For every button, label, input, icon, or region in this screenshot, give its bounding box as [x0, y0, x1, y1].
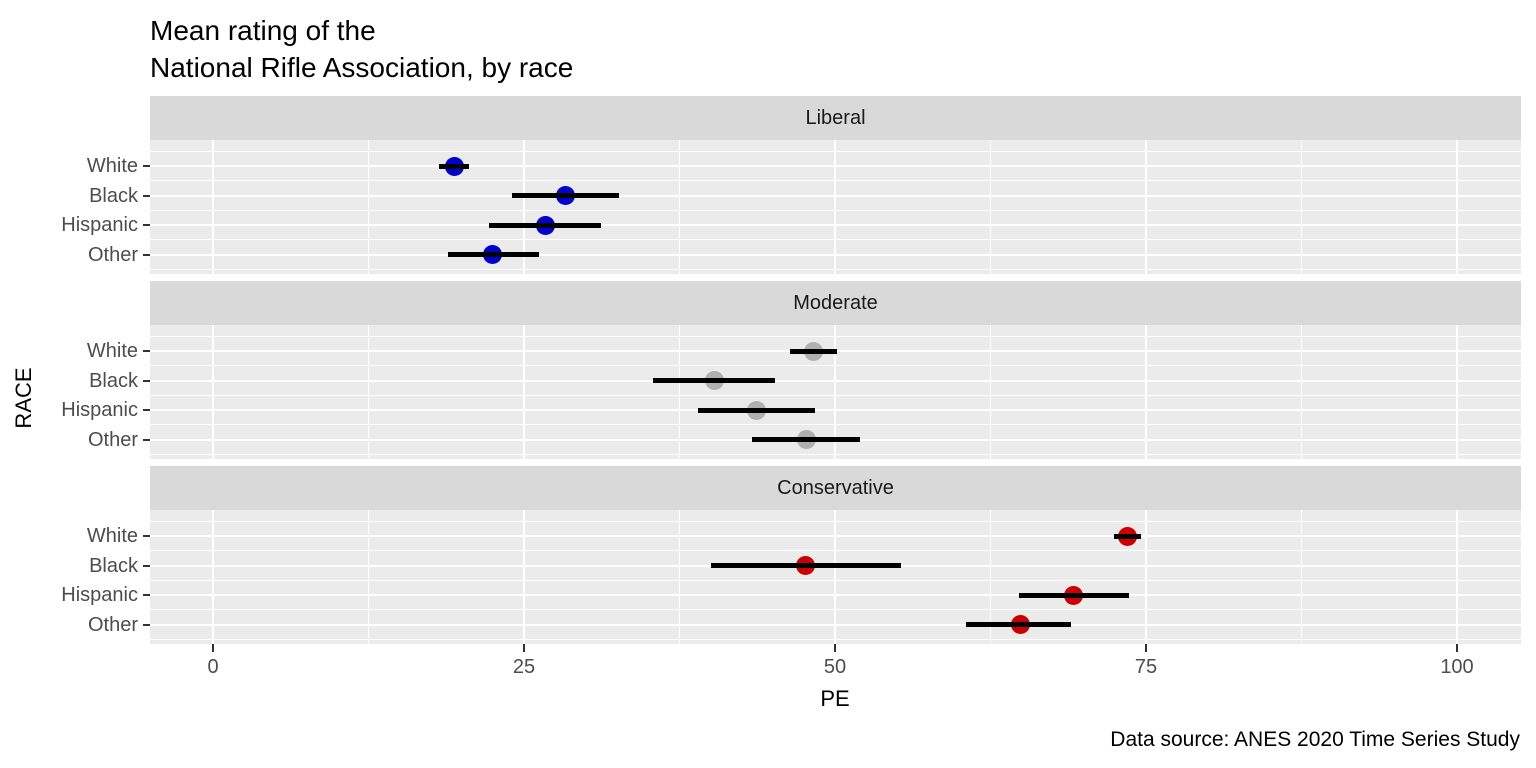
gridline-minor-x — [1301, 510, 1302, 644]
error-bar-moderate-other — [751, 437, 860, 442]
y-tick-mark — [143, 194, 150, 197]
gridline-major-x — [1456, 510, 1458, 644]
error-bar-liberal-black — [511, 193, 619, 198]
x-tick-label-25: 25 — [512, 656, 536, 678]
y-tick-label-hispanic: Hispanic — [61, 584, 138, 606]
gridline-major-y — [150, 594, 1521, 596]
gridline-minor-x — [1301, 325, 1302, 459]
y-tick-mark — [143, 564, 150, 567]
facet-panel-conservative — [150, 510, 1521, 644]
error-bar-moderate-black — [653, 378, 776, 383]
gridline-minor-x — [368, 140, 369, 274]
gridline-minor-x — [990, 510, 991, 644]
gridline-major-x — [1145, 325, 1147, 459]
facet-strip-label-liberal: Liberal — [805, 106, 866, 129]
gridline-major-x — [834, 325, 836, 459]
x-tick-label-0: 0 — [207, 656, 219, 678]
y-tick-label-other: Other — [87, 243, 138, 266]
gridline-major-x — [212, 140, 214, 274]
gridline-major-y — [150, 535, 1521, 537]
x-tick-label-100: 100 — [1440, 656, 1474, 678]
gridline-major-x — [834, 510, 836, 644]
facet-strip-label-conservative: Conservative — [777, 476, 894, 499]
y-tick-label-hispanic: Hispanic — [61, 214, 138, 236]
y-tick-label-other: Other — [87, 428, 138, 451]
gridline-minor-x — [990, 140, 991, 274]
facet-strip-conservative: Conservative — [150, 466, 1521, 510]
caption: Data source: ANES 2020 Time Series Study — [1110, 728, 1520, 751]
y-tick-mark — [143, 350, 150, 352]
gridline-major-y — [150, 224, 1521, 226]
facet-panel-moderate — [150, 325, 1521, 459]
error-bar-conservative-black — [710, 563, 901, 568]
gridline-major-x — [523, 140, 525, 274]
error-bar-conservative-hispanic — [1019, 592, 1129, 598]
gridline-major-y — [150, 409, 1521, 411]
error-bar-liberal-hispanic — [489, 222, 602, 228]
gridline-minor-x — [368, 325, 369, 459]
facet-panel-liberal — [150, 140, 1521, 274]
x-tick-mark — [1456, 644, 1458, 652]
facet-strip-moderate: Moderate — [150, 281, 1521, 325]
facet-strip-liberal: Liberal — [150, 96, 1521, 140]
gridline-major-y — [150, 165, 1521, 167]
gridline-minor-x — [990, 325, 991, 459]
y-tick-mark — [143, 379, 150, 382]
gridline-major-x — [834, 140, 836, 274]
x-tick-mark — [1145, 644, 1147, 652]
error-bar-conservative-white — [1113, 533, 1141, 539]
gridline-minor-x — [679, 325, 680, 459]
gridline-major-x — [212, 325, 214, 459]
x-tick-mark — [523, 644, 525, 652]
y-tick-mark — [143, 409, 150, 411]
gridline-major-x — [1456, 140, 1458, 274]
x-tick-label-50: 50 — [823, 656, 847, 678]
gridline-major-x — [1145, 510, 1147, 644]
error-bar-liberal-white — [439, 163, 470, 169]
y-tick-label-black: Black — [89, 554, 138, 577]
gridline-minor-x — [679, 140, 680, 274]
y-tick-mark — [143, 224, 150, 226]
gridline-major-x — [1456, 325, 1458, 459]
gridline-major-x — [1145, 140, 1147, 274]
error-bar-conservative-other — [965, 622, 1072, 627]
gridline-major-y — [150, 623, 1521, 626]
y-tick-label-other: Other — [87, 613, 138, 636]
gridline-major-y — [150, 379, 1521, 382]
y-tick-mark — [143, 623, 150, 626]
y-tick-mark — [143, 438, 150, 441]
gridline-major-x — [523, 510, 525, 644]
y-tick-label-black: Black — [89, 184, 138, 207]
x-tick-label-75: 75 — [1134, 656, 1158, 678]
y-tick-label-black: Black — [89, 369, 138, 392]
error-bar-moderate-white — [790, 348, 838, 354]
gridline-major-y — [150, 194, 1521, 197]
gridline-major-x — [523, 325, 525, 459]
y-tick-mark — [143, 253, 150, 256]
gridline-major-y — [150, 253, 1521, 256]
y-tick-label-white: White — [86, 525, 138, 547]
gridline-major-x — [212, 510, 214, 644]
y-tick-label-hispanic: Hispanic — [61, 399, 138, 421]
y-tick-label-white: White — [86, 340, 138, 362]
facet-strip-label-moderate: Moderate — [793, 291, 878, 314]
error-bar-moderate-hispanic — [698, 407, 816, 413]
gridline-minor-x — [368, 510, 369, 644]
y-tick-mark — [143, 165, 150, 167]
x-axis-title: PE — [820, 686, 850, 711]
y-tick-mark — [143, 594, 150, 596]
y-tick-label-white: White — [86, 155, 138, 177]
error-bar-liberal-other — [448, 252, 539, 257]
gridline-minor-x — [679, 510, 680, 644]
y-tick-mark — [143, 535, 150, 537]
x-tick-mark — [834, 644, 836, 652]
gridline-minor-x — [1301, 140, 1302, 274]
chart-title: Mean rating of the National Rifle Associ… — [150, 15, 574, 83]
x-tick-mark — [212, 644, 214, 652]
